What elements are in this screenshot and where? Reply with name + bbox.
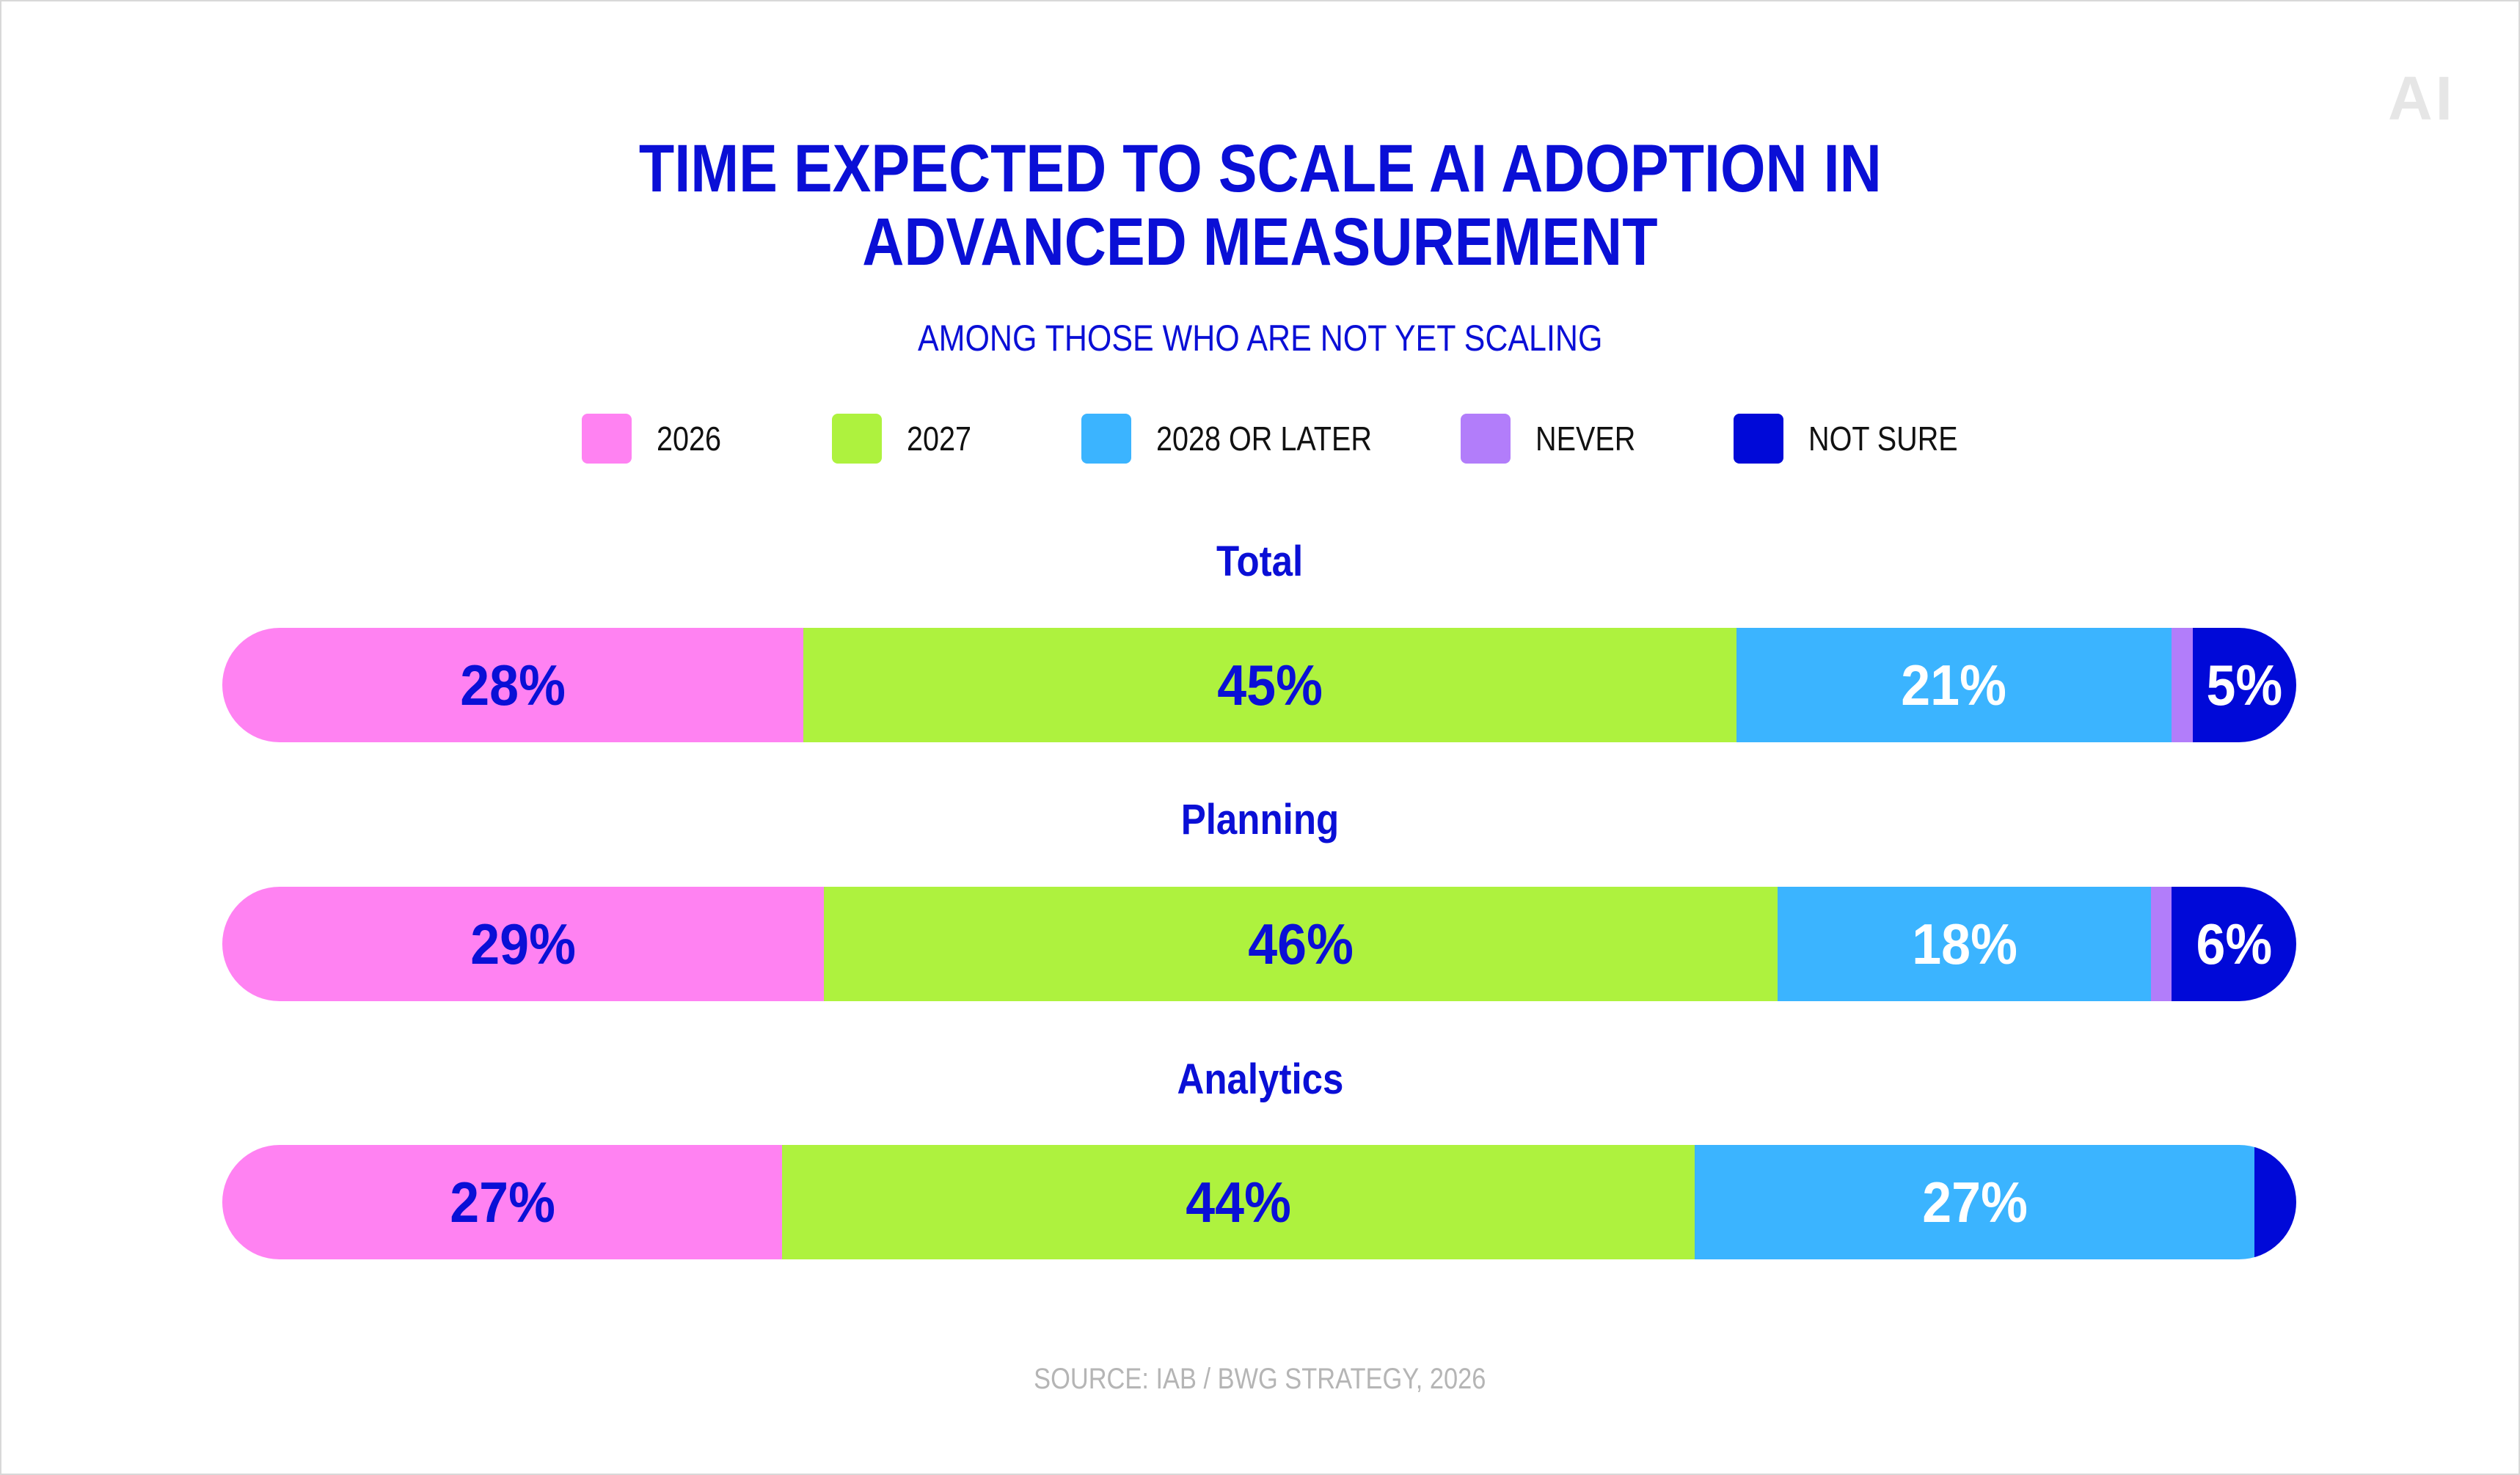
data-label: 18% bbox=[1911, 911, 2017, 976]
data-label: 5% bbox=[2206, 652, 2283, 717]
bar-segment: 6% bbox=[2172, 887, 2296, 1001]
legend-item: 2027 bbox=[832, 414, 982, 464]
category-label-text: Total bbox=[1216, 538, 1304, 585]
legend-label: 2028 OR LATER bbox=[1156, 420, 1372, 458]
legend-swatch bbox=[1461, 414, 1511, 464]
bar-segment: 45% bbox=[803, 628, 1736, 742]
category-label-text: Analytics bbox=[1177, 1055, 1343, 1103]
category-label: Total bbox=[0, 537, 2520, 586]
legend-item: 2028 OR LATER bbox=[1081, 414, 1407, 464]
bar-segment: 27% bbox=[222, 1145, 783, 1259]
data-label: 27% bbox=[1921, 1169, 2028, 1234]
data-label: 6% bbox=[2196, 911, 2273, 976]
legend-swatch bbox=[832, 414, 882, 464]
bar-segment: 5% bbox=[2192, 628, 2296, 742]
bar-segment: 46% bbox=[823, 887, 1778, 1001]
legend-swatch bbox=[1081, 414, 1131, 464]
title-line-1: TIME EXPECTED TO SCALE AI ADOPTION IN bbox=[638, 131, 1882, 206]
bar-segment: 18% bbox=[1778, 887, 2152, 1001]
data-label: 28% bbox=[459, 652, 566, 717]
bar-segment: 29% bbox=[222, 887, 824, 1001]
data-label: 45% bbox=[1216, 652, 1323, 717]
legend-label: NEVER bbox=[1535, 420, 1636, 458]
bar-segment bbox=[2172, 628, 2193, 742]
data-label: 44% bbox=[1186, 1169, 1292, 1234]
title-line-2: ADVANCED MEASUREMENT bbox=[862, 205, 1658, 279]
subtitle-text: AMONG THOSE WHO ARE NOT YET SCALING bbox=[917, 318, 1603, 359]
data-label: 27% bbox=[449, 1169, 555, 1234]
legend-swatch bbox=[1734, 414, 1783, 464]
category-label: Planning bbox=[0, 795, 2520, 844]
stacked-bar: 28% 45% 21% 5% bbox=[222, 628, 2296, 742]
chart-subtitle: AMONG THOSE WHO ARE NOT YET SCALING bbox=[0, 317, 2520, 359]
bar-segment bbox=[2151, 887, 2172, 1001]
legend-label: 2026 bbox=[657, 420, 722, 458]
legend-swatch bbox=[582, 414, 632, 464]
bar-segment: 28% bbox=[222, 628, 803, 742]
stacked-bar: 29% 46% 18% 6% bbox=[222, 887, 2296, 1001]
ai-logo: AI bbox=[2388, 64, 2455, 133]
data-label: 46% bbox=[1248, 911, 1354, 976]
data-label: 21% bbox=[1901, 652, 2007, 717]
bar-segment: 21% bbox=[1736, 628, 2172, 742]
source-note: SOURCE: IAB / BWG STRATEGY, 2026 bbox=[0, 1363, 2520, 1396]
legend-item: NEVER bbox=[1461, 414, 1651, 464]
source-text: SOURCE: IAB / BWG STRATEGY, 2026 bbox=[1034, 1363, 1486, 1395]
legend-item: 2026 bbox=[582, 414, 731, 464]
chart-title: TIME EXPECTED TO SCALE AI ADOPTION IN AD… bbox=[0, 132, 2520, 279]
data-label: 29% bbox=[470, 911, 576, 976]
category-label-text: Planning bbox=[1180, 796, 1340, 843]
stacked-bar: 27% 44% 27% bbox=[222, 1145, 2296, 1259]
category-label: Analytics bbox=[0, 1055, 2520, 1104]
legend-item: NOT SURE bbox=[1734, 414, 1982, 464]
bar-segment: 27% bbox=[1695, 1145, 2255, 1259]
legend-label: 2027 bbox=[907, 420, 972, 458]
bar-segment: 44% bbox=[782, 1145, 1695, 1259]
legend-label: NOT SURE bbox=[1808, 420, 1958, 458]
